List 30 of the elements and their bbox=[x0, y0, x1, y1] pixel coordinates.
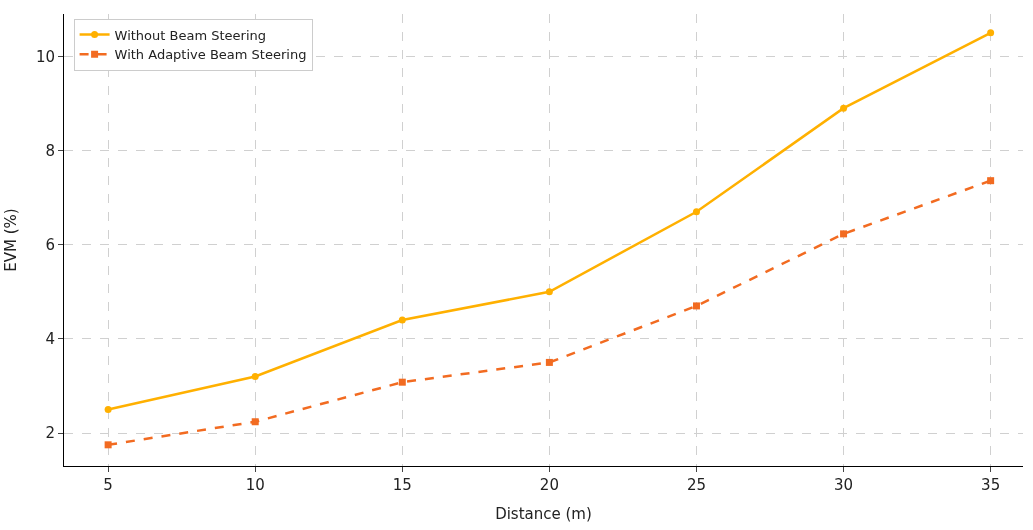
point bbox=[251, 418, 259, 426]
point bbox=[398, 316, 406, 324]
point bbox=[840, 104, 848, 112]
x-tick-label: 30 bbox=[834, 476, 854, 494]
y-axis-title: EVM (%) bbox=[2, 208, 21, 272]
point bbox=[545, 358, 553, 366]
y-tick-label: 4 bbox=[45, 330, 55, 349]
x-tick-label: 25 bbox=[686, 476, 707, 494]
point bbox=[251, 373, 259, 381]
point bbox=[987, 29, 995, 37]
legend-label: With Adaptive Beam Steering bbox=[114, 47, 307, 63]
point bbox=[104, 441, 112, 449]
point bbox=[840, 230, 848, 238]
x-tick-label: 10 bbox=[245, 476, 265, 494]
point bbox=[987, 177, 995, 185]
point bbox=[692, 302, 700, 310]
legend-label: Without Beam Steering bbox=[114, 27, 267, 43]
x-tick-label: 35 bbox=[981, 476, 1001, 494]
x-tick-label: 5 bbox=[103, 476, 113, 494]
point bbox=[104, 406, 112, 413]
y-tick-label: 10 bbox=[35, 47, 55, 66]
y-tick-label: 2 bbox=[45, 424, 55, 443]
y-tick-label: 6 bbox=[45, 235, 55, 254]
x-axis-title: Distance (m) bbox=[495, 505, 592, 523]
point bbox=[545, 288, 553, 296]
x-tick-label: 20 bbox=[539, 476, 559, 494]
y-tick-label: 8 bbox=[45, 141, 55, 160]
x-tick-label: 15 bbox=[392, 476, 412, 494]
point bbox=[692, 208, 700, 216]
point bbox=[398, 378, 406, 386]
